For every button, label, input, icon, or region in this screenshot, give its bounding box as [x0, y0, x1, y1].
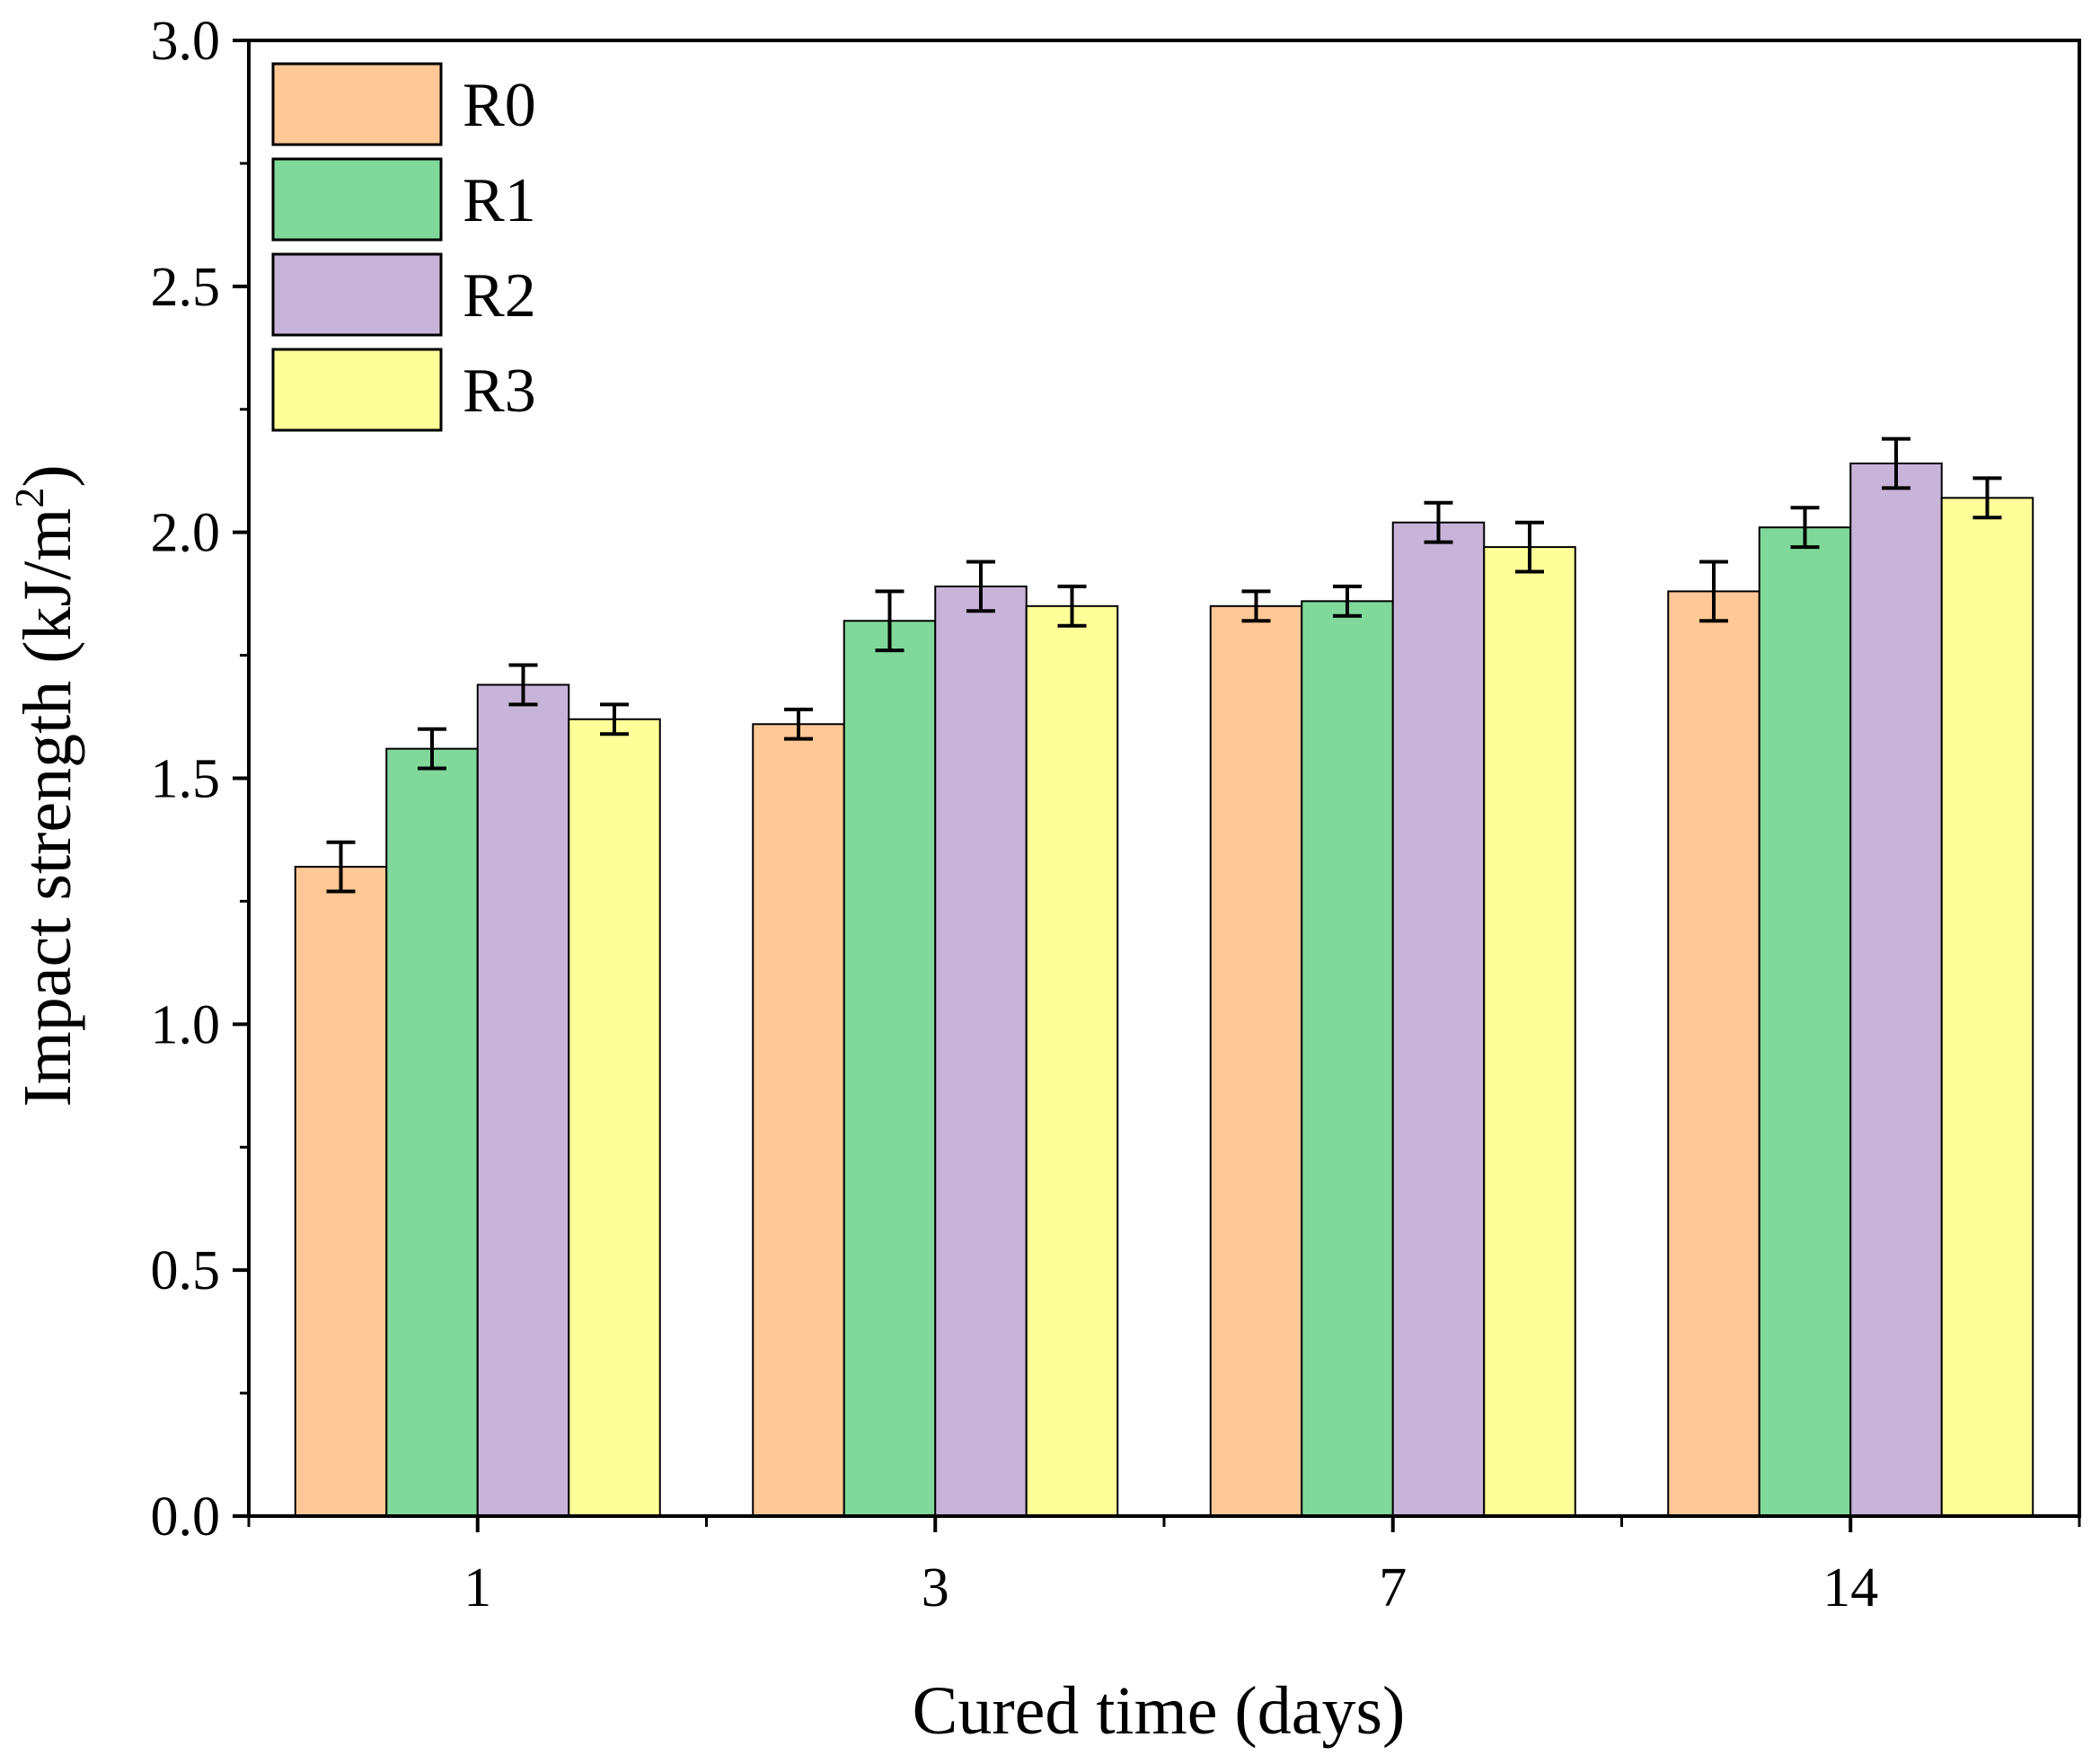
bar-r2-day-14: [1849, 462, 1943, 1518]
bar-r1-day-7: [1301, 600, 1394, 1517]
bar-r0-day-14: [1667, 590, 1760, 1517]
legend-swatch: [271, 252, 443, 337]
y-tick-label: 3.0: [151, 11, 221, 72]
y-tick-label: 2.5: [151, 257, 221, 318]
error-bar-r3-day-7: [1515, 520, 1544, 574]
bar-r3-day-14: [1940, 497, 2034, 1518]
legend-label: R0: [463, 71, 536, 140]
legend-label: R1: [463, 166, 536, 235]
bar-r2-day-3: [934, 585, 1028, 1517]
x-tick-label: 14: [1822, 1557, 1878, 1618]
legend-swatch: [271, 348, 443, 432]
error-bar-r0-day-14: [1699, 560, 1728, 623]
bar-r2-day-7: [1391, 521, 1486, 1517]
error-bar-r1-day-3: [875, 589, 904, 653]
bar-r3-day-7: [1483, 546, 1576, 1517]
bar-r0-day-3: [752, 723, 845, 1517]
x-tick-label: 7: [1379, 1557, 1407, 1618]
error-bar-r1-day-1: [418, 727, 446, 771]
y-tick-label: 2.0: [151, 503, 221, 564]
legend-swatch: [271, 157, 443, 242]
bar-r3-day-3: [1025, 604, 1119, 1517]
legend-item-r3: R3: [271, 348, 536, 432]
y-tick-label: 1.0: [151, 994, 221, 1055]
error-bar-r3-day-3: [1057, 584, 1087, 628]
legend-swatch: [271, 62, 443, 146]
error-bars-layer: [326, 437, 2002, 894]
error-bar-r2-day-7: [1424, 500, 1453, 544]
bar-r3-day-1: [568, 718, 661, 1517]
legend-item-r2: R2: [271, 252, 536, 337]
y-tick-label: 0.0: [151, 1486, 221, 1548]
bar-r0-day-1: [294, 866, 388, 1517]
bar-r1-day-14: [1758, 526, 1852, 1518]
x-tick-label: 1: [463, 1557, 491, 1618]
bar-r0-day-7: [1209, 604, 1303, 1517]
error-bar-r1-day-7: [1333, 584, 1362, 618]
bar-r1-day-1: [385, 747, 479, 1517]
legend: R0 R1 R2 R3: [271, 62, 536, 432]
x-tick-label: 3: [922, 1557, 949, 1618]
y-axis-title-superscript: 2: [6, 488, 52, 508]
bars-layer: [294, 462, 2034, 1518]
error-bar-r2-day-1: [508, 663, 538, 707]
error-bar-r2-day-3: [966, 560, 995, 613]
error-bar-r0-day-1: [326, 840, 356, 894]
bar-r1-day-3: [843, 620, 937, 1517]
legend-item-r1: R1: [271, 157, 536, 242]
legend-label: R3: [463, 357, 536, 426]
error-bar-r3-day-1: [600, 702, 629, 736]
bar-r2-day-1: [476, 683, 570, 1517]
axes-layer: 0.0 0.5 1.0 1.5 2.0 2.5 3.0 1 3 7 14: [151, 11, 2081, 1618]
y-tick-label: 0.5: [151, 1240, 221, 1301]
y-tick-label: 1.5: [151, 749, 221, 810]
y-axis-title: Impact strength (kJ/m2): [6, 464, 85, 1107]
error-bar-r0-day-7: [1241, 589, 1271, 623]
legend-item-r0: R0: [271, 62, 536, 146]
error-bar-r0-day-3: [784, 707, 813, 741]
x-axis-title: Cured time (days): [913, 1673, 1406, 1749]
error-bar-r1-day-14: [1790, 506, 1820, 550]
y-axis-title-main: Impact strength (kJ/m: [10, 508, 85, 1107]
legend-label: R2: [463, 261, 536, 331]
y-axis-title-close: ): [10, 464, 85, 487]
error-bar-r2-day-14: [1882, 437, 1910, 490]
error-bar-r3-day-14: [1972, 476, 2002, 520]
